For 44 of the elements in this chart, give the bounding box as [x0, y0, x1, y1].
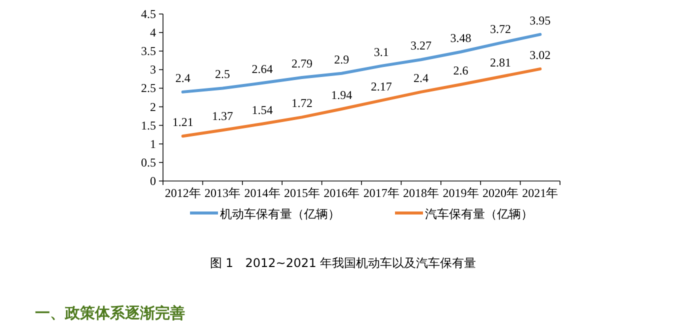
legend-label: 汽车保有量（亿辆） — [425, 207, 533, 221]
y-tick-label: 2 — [150, 100, 156, 114]
x-tick-label: 2020年 — [482, 186, 518, 200]
y-tick-label: 1.5 — [141, 118, 156, 132]
text: 图 1 2012~2021 年我国机动车以及汽车保有量 — [210, 256, 476, 270]
text: 一、政策体系逐渐完善 — [35, 304, 185, 322]
y-tick-label: 0.5 — [141, 155, 156, 170]
x-tick-label: 2017年 — [363, 186, 400, 200]
data-label: 2.79 — [291, 56, 312, 70]
data-label: 1.94 — [331, 88, 352, 102]
data-label: 3.72 — [490, 22, 511, 36]
data-label: 3.02 — [530, 48, 551, 62]
data-label: 1.37 — [212, 109, 234, 124]
legend-label: 机动车保有量（亿辆） — [220, 207, 340, 221]
y-tick-label: 3.5 — [141, 44, 156, 58]
y-tick-label: 0 — [150, 174, 156, 188]
y-tick-label: 2.5 — [141, 81, 156, 96]
data-label: 2.6 — [453, 64, 468, 78]
data-label: 3.48 — [450, 30, 472, 45]
x-tick-label: 2019年 — [442, 186, 479, 200]
data-label: 2.17 — [370, 79, 392, 94]
data-label: 2.81 — [490, 56, 511, 70]
data-label: 3.27 — [410, 38, 432, 53]
x-tick-label: 2018年 — [403, 186, 440, 200]
x-tick-label: 2013年 — [204, 186, 241, 200]
data-label: 1.54 — [252, 102, 273, 117]
y-tick-label: 1 — [150, 136, 156, 151]
data-label: 2.4 — [175, 70, 190, 85]
data-label: 1.21 — [172, 115, 194, 130]
data-label: 2.5 — [215, 67, 230, 82]
x-tick-label: 2012年 — [164, 186, 201, 200]
y-tick-label: 3 — [150, 62, 156, 77]
y-tick-label: 4 — [150, 26, 156, 40]
data-label: 2.9 — [334, 52, 350, 66]
data-label: 2.4 — [414, 70, 429, 85]
data-label: 3.95 — [530, 13, 551, 28]
data-label: 3.1 — [374, 44, 389, 59]
data-label: 2.64 — [252, 62, 273, 76]
data-label: 1.72 — [291, 96, 312, 110]
y-tick-label: 4.5 — [141, 7, 156, 21]
x-tick-label: 2016年 — [324, 186, 360, 200]
x-tick-label: 2014年 — [244, 186, 280, 200]
x-tick-label: 2021年 — [522, 186, 558, 200]
x-tick-label: 2015年 — [284, 186, 320, 200]
